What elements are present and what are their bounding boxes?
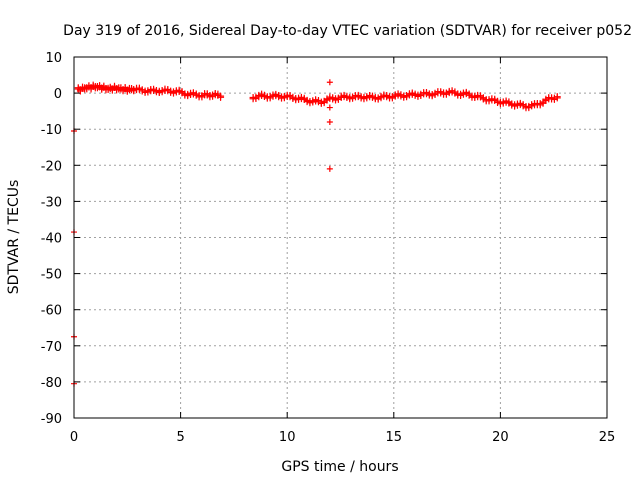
y-tick-label: -40 (41, 232, 62, 247)
x-tick-label: 25 (599, 430, 616, 445)
data-point (553, 93, 561, 101)
y-tick-label: -20 (41, 159, 62, 174)
x-tick-label: 0 (70, 430, 78, 445)
data-point (326, 79, 333, 86)
chart-title: Day 319 of 2016, Sidereal Day-to-day VTE… (63, 23, 632, 39)
y-tick-label: -70 (41, 340, 62, 355)
y-tick-label: -10 (41, 123, 62, 138)
y-axis-label: SDTVAR / TECUs (6, 180, 22, 295)
y-tick-label: -60 (41, 304, 62, 319)
axis-ticks: 0 5 10 15 20 25 10 0 -10 -20 -30 -40 -50 -60 -70 -80 -90 (41, 51, 616, 445)
x-axis-label: GPS time / hours (281, 459, 398, 475)
y-tick-label: -30 (41, 195, 62, 210)
y-tick-label: 10 (45, 51, 62, 66)
x-tick-label: 15 (386, 430, 403, 445)
x-tick-label: 5 (176, 430, 184, 445)
data-series (71, 79, 561, 387)
y-tick-label: 0 (54, 87, 62, 102)
y-tick-label: -50 (41, 268, 62, 283)
x-tick-label: 20 (492, 430, 509, 445)
x-tick-label: 10 (279, 430, 296, 445)
y-tick-label: -90 (41, 412, 62, 427)
data-point (217, 92, 225, 100)
data-point (326, 165, 333, 172)
data-point (326, 118, 333, 125)
data-point (326, 104, 333, 111)
y-tick-label: -80 (41, 376, 62, 391)
grid (74, 57, 607, 418)
